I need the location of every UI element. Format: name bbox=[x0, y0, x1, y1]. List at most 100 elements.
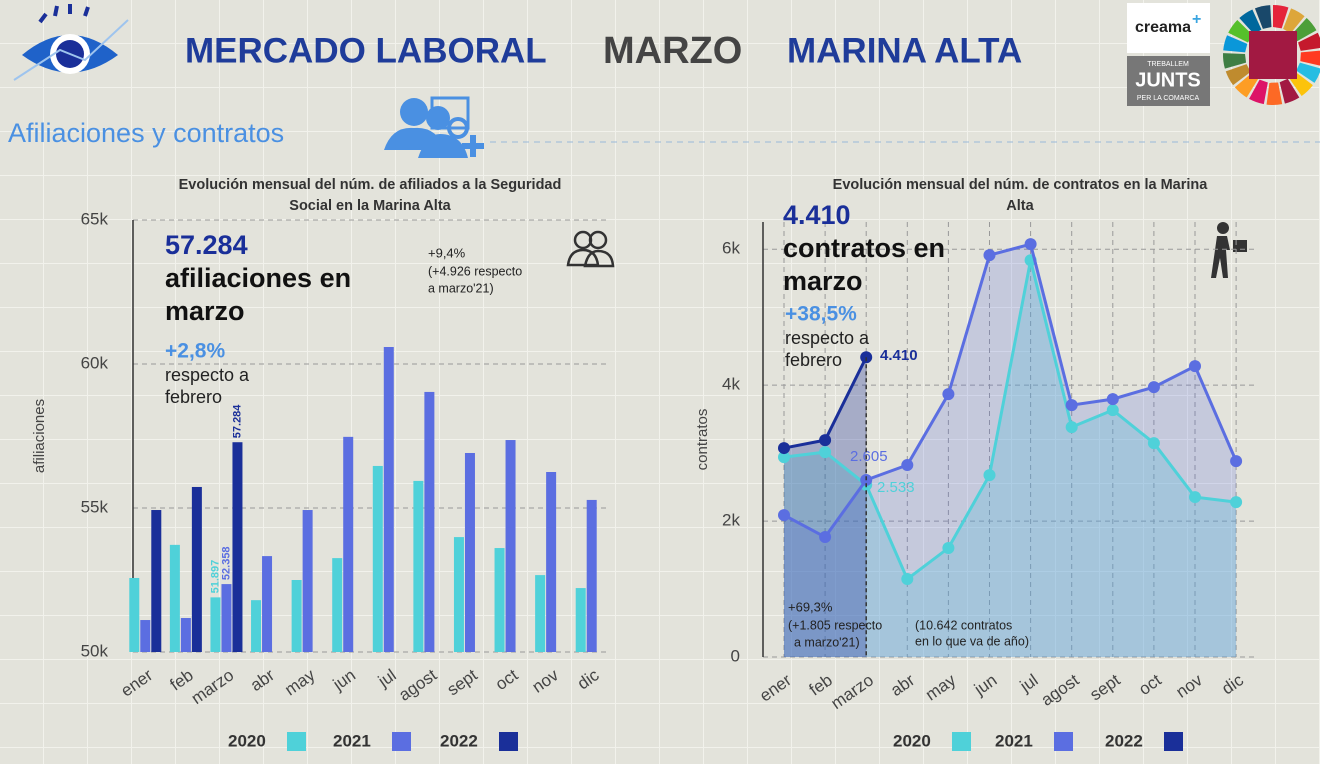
logo-text: TREBALLEM bbox=[1147, 61, 1189, 68]
wheel-segment bbox=[1283, 8, 1305, 34]
change-text: respecto a bbox=[165, 365, 250, 385]
y-tick-label: 65k bbox=[81, 209, 109, 228]
bar bbox=[291, 580, 302, 652]
y-axis-label: contratos bbox=[694, 409, 711, 471]
point bbox=[1024, 238, 1037, 251]
point bbox=[1189, 360, 1201, 373]
bar bbox=[586, 499, 597, 652]
legend-swatch bbox=[952, 732, 971, 751]
line bbox=[783, 242, 1238, 539]
point bbox=[1106, 404, 1119, 417]
legend-swatch bbox=[392, 732, 411, 751]
wheel-segment bbox=[1249, 79, 1268, 105]
y-axis-label: afiliaciones bbox=[31, 399, 48, 473]
eye-logo bbox=[13, 4, 129, 81]
yoy-text: (+4.926 respecto bbox=[428, 264, 522, 278]
yoy-value: +69,3% bbox=[788, 599, 833, 614]
point bbox=[901, 573, 914, 586]
point bbox=[819, 446, 832, 459]
change-text: respecto a bbox=[785, 328, 870, 348]
point bbox=[1065, 421, 1078, 434]
ytd-text: en lo que va de año) bbox=[915, 634, 1029, 648]
point bbox=[819, 434, 832, 447]
logo-text: + bbox=[1192, 11, 1201, 28]
bar bbox=[180, 618, 191, 652]
bar bbox=[251, 600, 262, 652]
bar bbox=[546, 472, 557, 652]
ytd-text: (10.642 contratos bbox=[915, 618, 1012, 632]
point bbox=[1065, 399, 1078, 412]
point bbox=[778, 451, 790, 464]
headline-text: marzo bbox=[165, 296, 245, 326]
contracts-icon bbox=[384, 96, 484, 158]
point bbox=[1230, 496, 1243, 509]
data-label: 51.897 bbox=[209, 560, 221, 594]
wheel-segment bbox=[1296, 62, 1320, 83]
title-left: MERCADO LABORAL bbox=[185, 31, 547, 70]
point bbox=[1230, 455, 1243, 468]
bar bbox=[302, 510, 313, 652]
junts-logo: TREBALLEM JUNTS PER LA COMARCA bbox=[1127, 56, 1210, 106]
wheel-segment bbox=[1266, 82, 1283, 105]
bar bbox=[191, 486, 202, 652]
bar bbox=[494, 548, 505, 652]
wheel-segment bbox=[1300, 50, 1320, 66]
point bbox=[901, 459, 914, 472]
legend-label: 2020 bbox=[893, 731, 931, 750]
chart-title: Alta bbox=[1006, 198, 1034, 214]
y-tick-label: 60k bbox=[81, 353, 109, 372]
people-icon bbox=[566, 230, 615, 268]
bar bbox=[232, 442, 243, 652]
yoy-value: +9,4% bbox=[428, 245, 466, 260]
point bbox=[983, 249, 996, 262]
bar bbox=[169, 544, 180, 652]
point bbox=[983, 469, 996, 482]
wheel-segment bbox=[1228, 19, 1254, 43]
bar bbox=[413, 480, 424, 652]
y-tick-label: 6k bbox=[722, 239, 740, 258]
bar bbox=[505, 440, 516, 652]
headline-text: afiliaciones en bbox=[165, 263, 351, 293]
bar bbox=[129, 577, 140, 652]
wheel-segment bbox=[1254, 5, 1272, 29]
logo-text: PER LA COMARCA bbox=[1137, 95, 1200, 102]
wheel-segment bbox=[1273, 5, 1289, 29]
change-value: +2,8% bbox=[165, 340, 225, 363]
wheel-center bbox=[1249, 31, 1297, 79]
data-label: 57.284 bbox=[231, 404, 243, 439]
bar bbox=[383, 347, 394, 652]
title-right: MARINA ALTA bbox=[787, 31, 1022, 70]
wheel-segment bbox=[1279, 78, 1300, 104]
chart-title: Social en la Marina Alta bbox=[289, 198, 451, 214]
logo-text: JUNTS bbox=[1135, 69, 1201, 91]
bar bbox=[575, 588, 586, 652]
point bbox=[778, 442, 790, 455]
headline-text: contratos en bbox=[783, 233, 945, 263]
y-tick-label: 50k bbox=[81, 641, 109, 660]
data-label: 2.533 bbox=[877, 479, 915, 496]
legend-label: 2022 bbox=[1105, 731, 1143, 750]
bar bbox=[343, 436, 354, 652]
headline-text: marzo bbox=[783, 266, 863, 296]
point bbox=[1106, 393, 1119, 406]
point bbox=[942, 388, 955, 401]
wheel-segment bbox=[1234, 73, 1259, 98]
bar bbox=[221, 584, 232, 652]
yoy-text: a marzo'21) bbox=[428, 281, 494, 295]
bar bbox=[210, 597, 221, 652]
chart-title: Evolución mensual del núm. de contratos … bbox=[833, 177, 1209, 193]
creama-logo: creama + bbox=[1127, 3, 1210, 53]
point bbox=[819, 531, 832, 544]
headline-value: 4.410 bbox=[783, 200, 851, 230]
legend-label: 2020 bbox=[228, 731, 266, 750]
y-tick-label: 2k bbox=[722, 511, 740, 530]
headline-value: 57.284 bbox=[165, 230, 248, 260]
bar bbox=[424, 391, 435, 652]
legend-swatch bbox=[1164, 732, 1183, 751]
wheel-segment bbox=[1291, 18, 1317, 42]
data-label: 52.358 bbox=[220, 546, 232, 580]
change-text: febrero bbox=[785, 350, 842, 370]
data-label: 4.410 bbox=[880, 347, 918, 364]
wheel-segment bbox=[1223, 35, 1248, 53]
